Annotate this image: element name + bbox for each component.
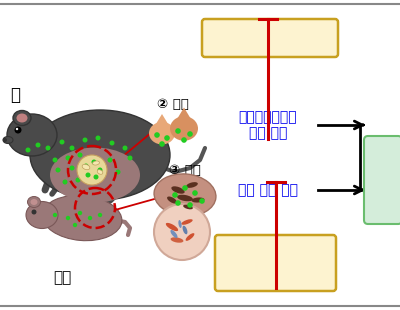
Ellipse shape bbox=[97, 170, 103, 174]
Circle shape bbox=[3, 138, 7, 142]
Circle shape bbox=[36, 143, 40, 148]
Circle shape bbox=[62, 179, 68, 184]
Circle shape bbox=[84, 163, 88, 169]
Circle shape bbox=[94, 175, 98, 179]
Ellipse shape bbox=[171, 186, 185, 194]
Circle shape bbox=[53, 213, 57, 217]
Circle shape bbox=[98, 167, 102, 172]
Circle shape bbox=[92, 156, 98, 161]
Circle shape bbox=[32, 210, 36, 215]
Circle shape bbox=[46, 145, 50, 150]
Circle shape bbox=[86, 172, 90, 178]
FancyBboxPatch shape bbox=[215, 235, 336, 291]
Ellipse shape bbox=[167, 197, 177, 203]
Circle shape bbox=[78, 211, 82, 215]
Ellipse shape bbox=[26, 202, 58, 228]
Circle shape bbox=[56, 167, 60, 172]
Ellipse shape bbox=[92, 161, 100, 165]
Circle shape bbox=[78, 153, 82, 157]
Circle shape bbox=[88, 216, 92, 220]
Ellipse shape bbox=[3, 136, 13, 144]
Ellipse shape bbox=[166, 223, 178, 231]
Ellipse shape bbox=[16, 113, 28, 122]
Text: 틱: 틱 bbox=[10, 86, 20, 104]
FancyBboxPatch shape bbox=[364, 136, 400, 224]
Circle shape bbox=[154, 204, 210, 260]
Circle shape bbox=[76, 178, 80, 183]
Ellipse shape bbox=[30, 199, 38, 205]
Circle shape bbox=[92, 160, 96, 165]
Polygon shape bbox=[150, 114, 174, 133]
FancyBboxPatch shape bbox=[202, 19, 338, 57]
Circle shape bbox=[187, 202, 193, 208]
Circle shape bbox=[182, 185, 188, 191]
Polygon shape bbox=[172, 108, 197, 129]
Circle shape bbox=[73, 223, 77, 227]
Text: 장내 미생물 제어: 장내 미생물 제어 bbox=[237, 32, 303, 45]
Ellipse shape bbox=[186, 233, 194, 241]
Circle shape bbox=[181, 137, 187, 143]
Circle shape bbox=[108, 157, 112, 162]
Circle shape bbox=[98, 213, 102, 217]
Circle shape bbox=[66, 156, 70, 161]
Ellipse shape bbox=[154, 174, 216, 216]
Circle shape bbox=[60, 140, 64, 144]
Circle shape bbox=[77, 155, 107, 185]
Circle shape bbox=[86, 170, 90, 175]
Ellipse shape bbox=[192, 197, 204, 202]
Text: ② 모유: ② 모유 bbox=[157, 99, 189, 112]
Circle shape bbox=[116, 170, 120, 175]
Ellipse shape bbox=[170, 230, 178, 238]
Ellipse shape bbox=[178, 220, 182, 228]
Circle shape bbox=[192, 190, 198, 196]
Circle shape bbox=[26, 148, 30, 153]
Ellipse shape bbox=[13, 110, 31, 126]
Ellipse shape bbox=[30, 110, 170, 200]
Ellipse shape bbox=[149, 122, 175, 144]
Ellipse shape bbox=[50, 148, 140, 202]
Circle shape bbox=[199, 198, 205, 204]
Circle shape bbox=[96, 135, 100, 140]
Circle shape bbox=[82, 138, 88, 143]
Circle shape bbox=[122, 145, 128, 150]
Text: 자손: 자손 bbox=[53, 271, 71, 286]
Ellipse shape bbox=[181, 219, 193, 225]
Text: 지질 대사 조절
효소 억제제: 지질 대사 조절 효소 억제제 bbox=[247, 249, 304, 277]
Ellipse shape bbox=[170, 116, 198, 141]
Ellipse shape bbox=[177, 195, 193, 201]
Circle shape bbox=[110, 140, 114, 145]
Circle shape bbox=[154, 132, 160, 138]
Ellipse shape bbox=[7, 114, 57, 156]
Circle shape bbox=[128, 156, 132, 161]
Circle shape bbox=[70, 166, 74, 171]
Circle shape bbox=[187, 131, 193, 137]
Circle shape bbox=[164, 135, 170, 141]
Circle shape bbox=[90, 179, 94, 184]
Ellipse shape bbox=[38, 124, 66, 152]
Circle shape bbox=[175, 200, 181, 206]
Circle shape bbox=[159, 141, 165, 147]
Ellipse shape bbox=[186, 182, 198, 188]
Circle shape bbox=[14, 126, 22, 134]
Ellipse shape bbox=[42, 195, 122, 241]
Circle shape bbox=[172, 192, 178, 198]
Text: 마이크로바이옴
분포 변화: 마이크로바이옴 분포 변화 bbox=[239, 110, 297, 140]
Ellipse shape bbox=[183, 205, 193, 209]
Circle shape bbox=[175, 128, 181, 134]
Ellipse shape bbox=[182, 226, 188, 234]
Text: ③ 분변: ③ 분변 bbox=[169, 163, 201, 176]
Circle shape bbox=[16, 128, 18, 130]
Circle shape bbox=[52, 157, 58, 162]
Ellipse shape bbox=[170, 237, 184, 243]
Text: 지질 조성 변화: 지질 조성 변화 bbox=[238, 183, 298, 197]
Ellipse shape bbox=[28, 197, 40, 207]
Ellipse shape bbox=[82, 164, 90, 170]
Circle shape bbox=[70, 145, 74, 150]
Circle shape bbox=[100, 167, 104, 172]
Circle shape bbox=[66, 216, 70, 220]
